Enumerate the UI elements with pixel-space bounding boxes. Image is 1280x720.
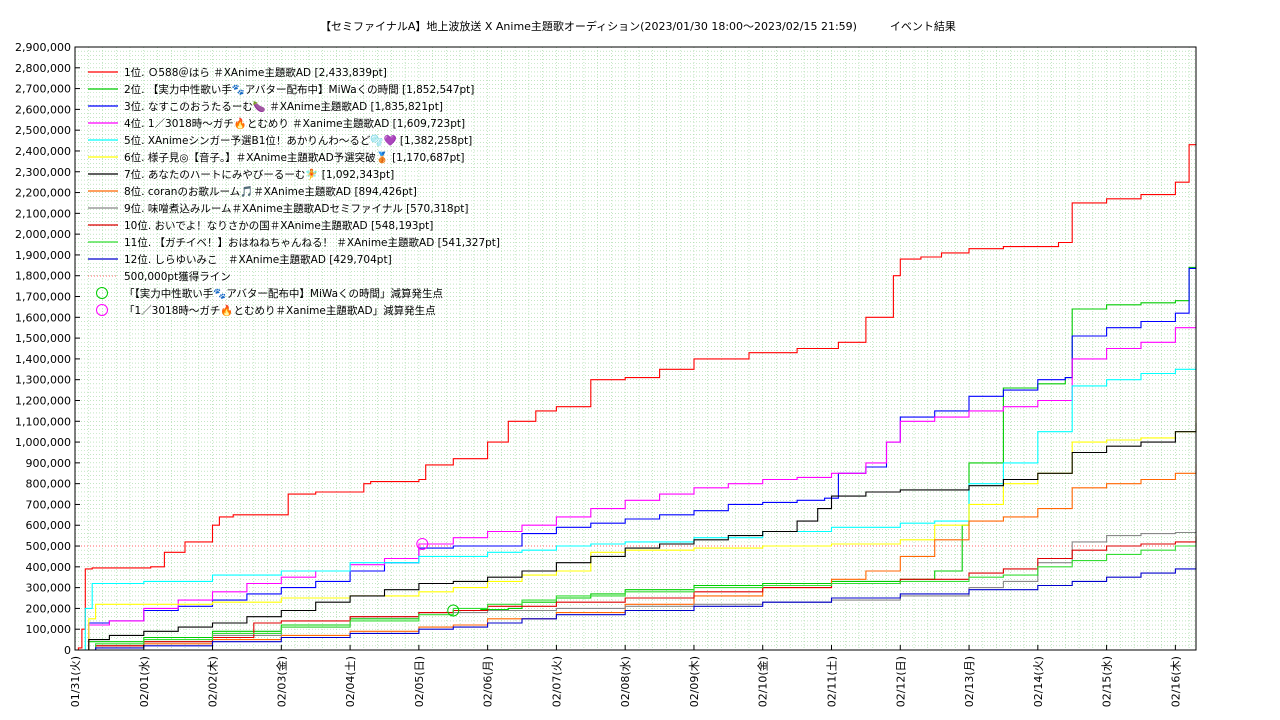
- legend-label: 1位. Ｏ588＠はら ＃XAnime主題歌AD [2,433,839pt]: [124, 66, 387, 79]
- x-tick-label: 02/07(火): [550, 656, 563, 707]
- y-tick-label: 900,000: [26, 457, 72, 470]
- legend-label: 10位. おいでよ！なりさかの国＃XAnime主題歌AD [548,193pt]: [124, 219, 433, 232]
- y-tick-label: 400,000: [26, 561, 72, 574]
- y-tick-label: 100,000: [26, 623, 72, 636]
- series-line-5: [75, 362, 1197, 651]
- x-tick-label: 02/16(木): [1169, 656, 1182, 707]
- x-axis: 01/31(火) 02/01(水) 02/02(木) 02/03(金) 02/04(土)…: [69, 645, 1182, 707]
- legend-label: 4位. 1／3018時～ガチ🔥とむめり ＃Xanime主題歌AD [1,609,…: [124, 117, 465, 130]
- y-tick-label: 2,700,000: [15, 83, 71, 96]
- y-tick-label: 2,600,000: [15, 103, 71, 116]
- series-line-9: [75, 531, 1197, 651]
- y-tick-label: 2,400,000: [15, 145, 71, 158]
- legend-label: 2位. 【実力中性歌い手🐾アバター配布中】MiWaくの時間 [1,852,547…: [124, 83, 474, 96]
- y-tick-label: 1,200,000: [15, 394, 71, 407]
- x-tick-label: 02/12(日): [894, 656, 907, 707]
- legend-label: 12位. しらゆいみこ ＃XAnime主題歌AD [429,704pt]: [124, 253, 392, 266]
- y-tick-label: 2,300,000: [15, 166, 71, 179]
- legend-label: 500,000pt獲得ライン: [124, 270, 231, 283]
- x-tick-label: 02/04(土): [344, 656, 357, 707]
- y-tick-label: 2,000,000: [15, 228, 71, 241]
- legend-label: 6位. 様子見◎【音子。】＃XAnime主題歌AD予選突破🥉 [1,170,68…: [124, 151, 465, 164]
- y-tick-label: 2,900,000: [15, 41, 71, 54]
- y-tick-label: 1,000,000: [15, 436, 71, 449]
- x-tick-label: 02/05(日): [413, 656, 426, 707]
- legend-label: 5位. XAnimeシンガー予選B1位！あかりんわ～るど🫧💜 [1,382,25…: [124, 134, 472, 147]
- legend-marker: [96, 304, 108, 316]
- y-tick-label: 800,000: [26, 478, 72, 491]
- legend: 1位. Ｏ588＠はら ＃XAnime主題歌AD [2,433,839pt] 2位…: [88, 66, 500, 317]
- x-tick-label: 02/11(土): [826, 656, 839, 707]
- event-marker-2: [416, 537, 429, 550]
- y-tick-label: 600,000: [26, 519, 72, 532]
- marker-layer: [416, 537, 460, 617]
- x-tick-label: 02/02(木): [207, 656, 220, 707]
- y-tick-label: 200,000: [26, 602, 72, 615]
- series-line-4: [75, 315, 1197, 651]
- y-tick-label: 1,600,000: [15, 311, 71, 324]
- series-line-12: [75, 560, 1197, 651]
- y-tick-label: 300,000: [26, 582, 72, 595]
- y-tick-label: 700,000: [26, 498, 72, 511]
- x-tick-label: 02/06(月): [482, 656, 495, 707]
- series-layer: [75, 143, 1197, 651]
- series-line-6: [75, 406, 1197, 651]
- x-tick-label: 01/31(火): [69, 656, 82, 707]
- series-line-10: [75, 536, 1197, 651]
- y-tick-label: 500,000: [26, 540, 72, 553]
- y-tick-label: 1,700,000: [15, 291, 71, 304]
- series-line-11: [75, 537, 1197, 651]
- legend-label: 7位. あなたのハートにみやびーるーむ🧚 [1,092,343pt]: [124, 168, 394, 181]
- series-line-3: [75, 267, 1197, 651]
- y-tick-label: 1,800,000: [15, 270, 71, 283]
- plot-frame: [74, 46, 1197, 651]
- y-tick-label: 2,800,000: [15, 62, 71, 75]
- x-tick-label: 02/14(火): [1032, 656, 1045, 707]
- y-tick-label: 2,500,000: [15, 124, 71, 137]
- y-tick-label: 1,100,000: [15, 415, 71, 428]
- series-line-7: [75, 422, 1197, 651]
- legend-label: 8位. coranのお歌ルーム🎵＃XAnime主題歌AD [894,426pt]: [124, 185, 417, 198]
- x-tick-label: 02/01(水): [138, 656, 151, 707]
- y-tick-label: 2,100,000: [15, 207, 71, 220]
- x-tick-label: 02/15(水): [1101, 656, 1114, 707]
- y-tick-label: 0: [64, 644, 71, 657]
- y-tick-label: 1,400,000: [15, 353, 71, 366]
- x-tick-label: 02/09(木): [688, 656, 701, 707]
- legend-label: 9位. 味噌煮込みルーム＃XAnime主題歌ADセミファイナル [570,318…: [124, 202, 468, 215]
- y-tick-label: 1,300,000: [15, 374, 71, 387]
- x-tick-label: 02/10(金): [756, 656, 770, 707]
- y-tick-label: 2,200,000: [15, 187, 71, 200]
- chart-title: 【セミファイナルA】地上波放送 X Anime主題歌オーディション(2023/0…: [320, 19, 956, 33]
- series-line-1: [75, 143, 1197, 651]
- y-axis: 0 100,000 200,000 300,000 400,000 500,000 600,…: [15, 41, 80, 657]
- y-tick-label: 1,900,000: [15, 249, 71, 262]
- event-marker-1: [447, 604, 460, 617]
- legend-label: 11位. 【ガチイベ！】おはねねちゃんねる！ ＃XAnime主題歌AD [541…: [124, 236, 500, 249]
- y-tick-label: 1,500,000: [15, 332, 71, 345]
- x-tick-label: 02/08(水): [619, 656, 632, 707]
- x-tick-label: 02/03(金): [274, 656, 288, 707]
- legend-label: 「1／3018時～ガチ🔥とむめり＃Xanime主題歌AD」減算発生点: [124, 304, 436, 317]
- legend-label: 3位. なすこのおうたるーむ🍆 ＃XAnime主題歌AD [1,835,821p…: [124, 100, 443, 113]
- legend-label: 「【実力中性歌い手🐾アバター配布中】MiWaくの時間」減算発生点: [124, 287, 443, 300]
- x-tick-label: 02/13(月): [963, 656, 976, 707]
- legend-marker: [96, 287, 108, 299]
